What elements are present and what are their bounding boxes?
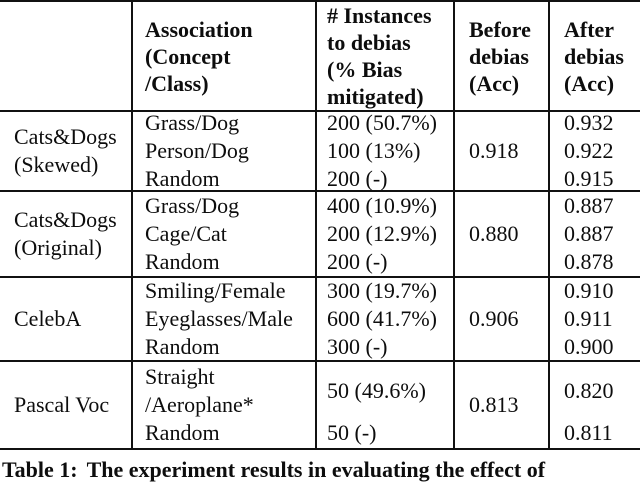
header-cell-before-debias: Before debias (Acc) [453, 2, 548, 110]
header-cell-association: Association (Concept /Class) [131, 2, 315, 110]
table-row-group-celeba: CelebA Smiling/Female Eyeglasses/Male Ra… [0, 278, 640, 362]
association-value: Random [145, 420, 220, 445]
instances-cell: 200 (50.7%) 100 (13%) 200 (-) [315, 112, 453, 190]
after-debias-value: 0.915 [564, 166, 614, 190]
table-caption-text: The experiment results in evaluating the… [86, 457, 546, 482]
association-value: Grass/Dog [145, 112, 240, 135]
instances-value: 50 (49.6%) [327, 378, 426, 403]
association-value: Random [145, 334, 220, 359]
instances-value: 200 (-) [327, 166, 388, 190]
instances-value: 200 (12.9%) [327, 221, 437, 246]
header-cell-instances: # Instances to debias (% Bias mitigated) [315, 2, 453, 110]
dataset-cell: Cats&Dogs (Original) [14, 207, 117, 260]
after-debias-value: 0.922 [564, 138, 614, 163]
dataset-cell: Cats&Dogs (Skewed) [14, 124, 117, 177]
instances-value: 100 (13%) [327, 138, 421, 163]
association-value: Cage/Cat [145, 221, 227, 246]
table-row-group-cats-dogs-skewed: Cats&Dogs (Skewed) Grass/Dog Person/Dog … [0, 112, 640, 192]
instances-value: 200 (-) [327, 249, 388, 274]
after-debias-cell: 0.820 0.811 [548, 362, 640, 448]
after-debias-value: 0.820 [564, 378, 614, 403]
instances-value: 200 (50.7%) [327, 112, 437, 135]
table-header-row: Association (Concept /Class) # Instances… [0, 2, 640, 112]
after-debias-cell: 0.910 0.911 0.900 [548, 278, 640, 360]
results-table: Association (Concept /Class) # Instances… [0, 0, 640, 450]
instances-value: 400 (10.9%) [327, 193, 437, 218]
instances-cell: 300 (19.7%) 600 (41.7%) 300 (-) [315, 278, 453, 360]
dataset-cell: Pascal Voc [14, 392, 110, 417]
association-value: Grass/Dog [145, 193, 240, 218]
instances-value: 300 (-) [327, 334, 388, 359]
association-value: Person/Dog [145, 138, 249, 163]
after-debias-cell: 0.932 0.922 0.915 [548, 112, 640, 190]
instances-value: 300 (19.7%) [327, 278, 437, 303]
after-debias-value: 0.932 [564, 112, 614, 135]
after-debias-value: 0.887 [564, 221, 614, 246]
association-value: Eyeglasses/Male [145, 306, 293, 331]
association-value: Straight [145, 364, 215, 389]
table-row-group-pascal-voc: Pascal Voc Straight /Aeroplane* Random 5… [0, 362, 640, 450]
association-value: Random [145, 166, 220, 190]
association-cell: Smiling/Female Eyeglasses/Male Random [131, 278, 315, 360]
table-row-group-cats-dogs-original: Cats&Dogs (Original) Grass/Dog Cage/Cat … [0, 192, 640, 278]
after-debias-cell: 0.887 0.887 0.878 [548, 192, 640, 276]
header-cell-empty [0, 2, 131, 110]
after-debias-value: 0.811 [564, 420, 613, 445]
dataset-cell: CelebA [14, 306, 82, 331]
instances-cell: 50 (49.6%) 50 (-) [315, 362, 453, 448]
before-debias-cell: 0.918 [453, 112, 548, 190]
association-cell: Straight /Aeroplane* Random [131, 362, 315, 448]
after-debias-value: 0.911 [564, 306, 613, 331]
association-cell: Grass/Dog Cage/Cat Random [131, 192, 315, 276]
table-caption-label: Table 1: [2, 457, 78, 482]
instances-value: 600 (41.7%) [327, 306, 437, 331]
before-debias-cell: 0.880 [453, 192, 548, 276]
after-debias-value: 0.910 [564, 278, 614, 303]
instances-value: 50 (-) [327, 420, 377, 445]
association-value: Smiling/Female [145, 278, 286, 303]
association-cell: Grass/Dog Person/Dog Random [131, 112, 315, 190]
header-cell-after-debias: After debias (Acc) [548, 2, 640, 110]
after-debias-value: 0.887 [564, 193, 614, 218]
after-debias-value: 0.900 [564, 334, 614, 359]
table-caption: Table 1: The experiment results in evalua… [0, 450, 640, 484]
before-debias-cell: 0.813 [453, 362, 548, 448]
after-debias-value: 0.878 [564, 249, 614, 274]
before-debias-cell: 0.906 [453, 278, 548, 360]
association-value: Random [145, 249, 220, 274]
instances-cell: 400 (10.9%) 200 (12.9%) 200 (-) [315, 192, 453, 276]
association-value: /Aeroplane* [145, 392, 254, 417]
